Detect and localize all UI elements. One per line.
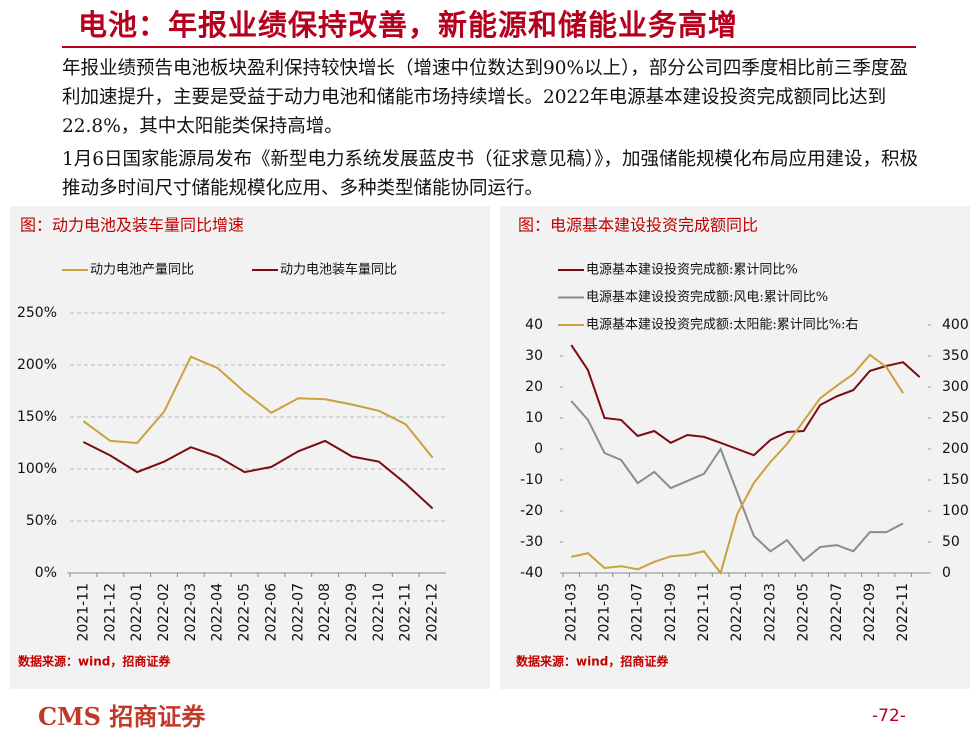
x-tick-label: 2021-03 [563,583,579,642]
x-tick-label: 2022-03 [183,583,199,642]
x-tick-label: 2022-06 [263,583,279,642]
logo-name: 招商证券 [109,702,206,731]
y-tick-label: 50% [26,513,57,529]
x-tick-label: 2021-09 [663,583,679,642]
y2-tick-label: 100 [942,503,969,519]
paragraph: 年报业绩预告电池板块盈利保持较快增长（增速中位数达到90%以上），部分公司四季度… [62,58,908,137]
x-tick-label: 2022-05 [237,583,253,642]
chart-title: 图：电源基本建设投资完成额同比 [518,216,758,235]
y-tick-label: -10 [520,472,543,488]
x-tick-label: 2022-03 [762,583,778,642]
y-tick-label: 0% [35,565,57,581]
x-tick-label: 2021-11 [75,583,91,642]
x-tick-label: 2022-08 [317,583,333,642]
legend-label: 动力电池装车量同比 [280,262,397,278]
x-tick-label: 2022-01 [729,583,745,642]
x-tick-label: 2022-11 [398,583,414,642]
series-line [82,439,434,510]
y2-tick-label: 300 [942,379,969,395]
x-tick-label: 2022-01 [129,583,145,642]
series-line [82,355,434,459]
y-tick-label: 30 [525,348,543,364]
y2-tick-label: 350 [942,348,969,364]
y-tick-label: 40 [525,317,543,333]
paragraph: 1月6日国家能源局发布《新型电力系统发展蓝皮书（征求意见稿）》，加强储能规模化布… [62,149,919,199]
y-tick-label: 250% [17,305,57,321]
y2-tick-label: 200 [942,441,969,457]
x-tick-label: 2022-07 [290,583,306,642]
y-tick-label: -30 [520,534,543,550]
x-tick-label: 2022-04 [210,583,226,642]
y-tick-label: 150% [17,409,57,425]
y-tick-label: 10 [525,410,543,426]
y2-tick-label: 50 [942,534,960,550]
series-line [570,400,904,563]
series-line [571,353,904,576]
source-note: 数据来源：wind，招商证券 [18,654,171,669]
legend-label: 电源基本建设投资完成额:风电:累计同比% [586,289,828,305]
legend-label: 电源基本建设投资完成额:累计同比% [586,262,798,278]
x-tick-label: 2022-09 [344,583,360,642]
y-tick-label: 20 [525,379,543,395]
x-tick-label: 2021-11 [696,583,712,642]
y2-tick-label: 250 [942,410,969,426]
x-tick-label: 2021-05 [596,583,612,642]
logo-text: CMS [38,702,101,731]
y2-tick-label: 400 [942,317,969,333]
x-tick-label: 2022-12 [425,583,441,642]
legend-label: 电源基本建设投资完成额:太阳能:累计同比%:右 [586,317,859,333]
series-line [570,344,921,457]
x-tick-label: 2022-10 [371,583,387,642]
y-tick-label: -20 [520,503,543,519]
title-rule [62,46,916,48]
x-tick-label: 2021-12 [102,583,118,642]
y-tick-label: -40 [520,565,543,581]
x-tick-label: 2022-05 [796,583,812,642]
y2-tick-label: 0 [942,565,951,581]
y-tick-label: 200% [17,357,57,373]
chart-title: 图：动力电池及装车量同比增速 [20,216,244,235]
chart-panel [10,206,490,689]
logo: CMS 招商证券 [38,697,205,732]
y-tick-label: 100% [17,461,57,477]
x-tick-label: 2022-07 [829,583,845,642]
x-tick-label: 2022-09 [862,583,878,642]
x-tick-label: 2022-02 [156,583,172,642]
source-note: 数据来源：wind，招商证券 [516,654,669,669]
x-tick-label: 2021-07 [630,583,646,642]
legend-label: 动力电池产量同比 [90,263,194,278]
y2-tick-label: 150 [942,472,969,488]
x-tick-label: 2022-11 [895,583,911,642]
y-tick-label: 0 [534,441,543,457]
page-number: -72- [872,706,906,726]
slide-title: 电池：年报业绩保持改善，新能源和储能业务高增 [78,8,739,42]
